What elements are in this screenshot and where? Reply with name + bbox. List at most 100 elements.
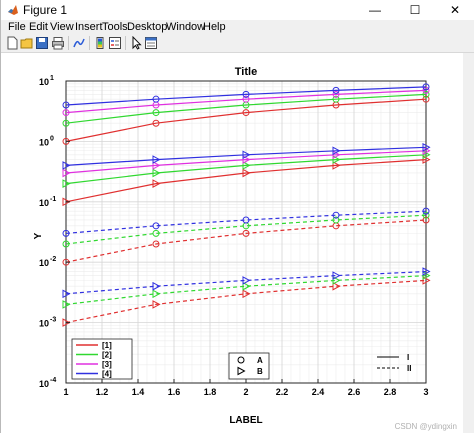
pointer-icon[interactable] — [129, 36, 143, 50]
data-point — [152, 155, 161, 164]
y-axis-label: Y — [33, 232, 44, 239]
data-point — [62, 229, 70, 237]
legend-label: A — [257, 356, 263, 365]
y-tick-label: 10 — [39, 198, 49, 208]
link-plot-icon[interactable] — [72, 36, 86, 50]
x-tick-label: 2.2 — [276, 387, 289, 397]
grid — [65, 80, 427, 384]
legend-label: [3] — [102, 360, 112, 369]
toolbar-separator — [68, 36, 69, 50]
legend-label: B — [257, 367, 263, 376]
legend-markers-box — [228, 352, 270, 380]
data-point — [422, 155, 431, 164]
menu-bar: File Edit View Insert Tools Desktop Wind… — [1, 20, 474, 34]
data-point — [242, 216, 250, 224]
toolbar-separator — [125, 36, 126, 50]
minimize-button[interactable]: — — [369, 3, 381, 17]
open-file-icon[interactable] — [20, 36, 34, 50]
data-point — [242, 289, 251, 299]
x-tick-label: 2.4 — [312, 387, 325, 397]
y-tick-exponent: -1 — [50, 196, 56, 203]
data-point — [332, 161, 341, 170]
legend-marker — [237, 366, 246, 376]
legend-label: II — [407, 364, 411, 373]
legend-label: I — [407, 353, 409, 362]
maximize-button[interactable]: ☐ — [409, 3, 421, 17]
x-tick-label: 1.2 — [96, 387, 109, 397]
menu-view[interactable]: View — [50, 21, 74, 33]
data-point — [422, 267, 431, 276]
data-point — [332, 271, 341, 280]
new-figure-icon[interactable] — [5, 36, 19, 50]
y-tick-label: 10 — [39, 258, 49, 268]
data-point — [242, 109, 250, 117]
insert-colorbar-icon[interactable] — [93, 36, 107, 50]
data-point — [242, 161, 251, 170]
toolbar — [1, 34, 474, 53]
data-point — [152, 95, 160, 103]
close-button[interactable]: ✕ — [449, 3, 461, 17]
y-tick-exponent: -2 — [50, 256, 56, 263]
x-tick-label: 1.4 — [132, 387, 145, 397]
y-tick-exponent: -4 — [50, 377, 56, 384]
chart-title: Title — [235, 66, 257, 78]
data-point — [332, 211, 340, 219]
data-point — [242, 229, 250, 237]
y-tick-exponent: 0 — [50, 135, 54, 142]
print-icon[interactable] — [51, 36, 65, 50]
property-editor-icon[interactable] — [144, 36, 158, 50]
watermark: CSDN @ydingxin — [394, 422, 457, 431]
menu-window[interactable]: Window — [166, 21, 206, 33]
data-point — [332, 216, 340, 224]
data-point — [422, 216, 430, 224]
legend-label: [2] — [102, 351, 112, 360]
menu-desktop[interactable]: Desktop — [127, 21, 168, 33]
data-point — [332, 281, 341, 291]
save-icon[interactable] — [35, 36, 49, 50]
toolbar-separator — [89, 36, 90, 50]
data-point — [62, 289, 71, 299]
data-point — [152, 179, 161, 188]
y-tick-exponent: 1 — [50, 75, 54, 82]
title-bar[interactable]: Figure 1 — ☐ ✕ — [1, 0, 474, 20]
data-point — [152, 289, 161, 299]
data-point — [422, 276, 431, 285]
series-line — [65, 98, 427, 142]
data-point — [242, 168, 251, 178]
data-point — [62, 119, 70, 127]
menu-help[interactable]: Help — [203, 21, 226, 33]
menu-tools[interactable]: Tools — [102, 21, 128, 33]
data-point — [422, 90, 430, 98]
x-tick-label: 3 — [423, 387, 428, 397]
series-line — [65, 214, 427, 245]
data-point — [332, 155, 341, 164]
menu-file[interactable]: File — [8, 21, 26, 33]
data-point — [332, 95, 340, 103]
data-point — [242, 281, 251, 291]
data-point — [242, 90, 250, 98]
data-point — [62, 101, 70, 109]
menu-insert[interactable]: Insert — [75, 21, 103, 33]
menu-edit[interactable]: Edit — [29, 21, 48, 33]
figure-canvas: 1 1.2 1.4 1.6 1.8 2 2.2 2.4 2.6 2.8 3 10 1 10 0 10 -1 10-… — [1, 53, 463, 433]
legend-marker — [237, 356, 245, 364]
y-tick-exponent: -3 — [50, 317, 56, 324]
matlab-icon — [8, 5, 18, 15]
data-point — [62, 109, 70, 117]
data-point — [422, 83, 430, 91]
series-line — [65, 154, 427, 185]
series-line — [65, 279, 427, 324]
data-point — [152, 109, 160, 117]
y-tick-label: 10 — [39, 379, 49, 389]
data-point — [422, 211, 430, 219]
x-tick-label: 1.8 — [204, 387, 217, 397]
data-point — [152, 240, 160, 248]
data-point — [422, 142, 431, 152]
series-line — [65, 159, 427, 203]
data-point — [332, 276, 341, 285]
data-point — [242, 155, 251, 164]
insert-legend-icon[interactable] — [108, 36, 122, 50]
